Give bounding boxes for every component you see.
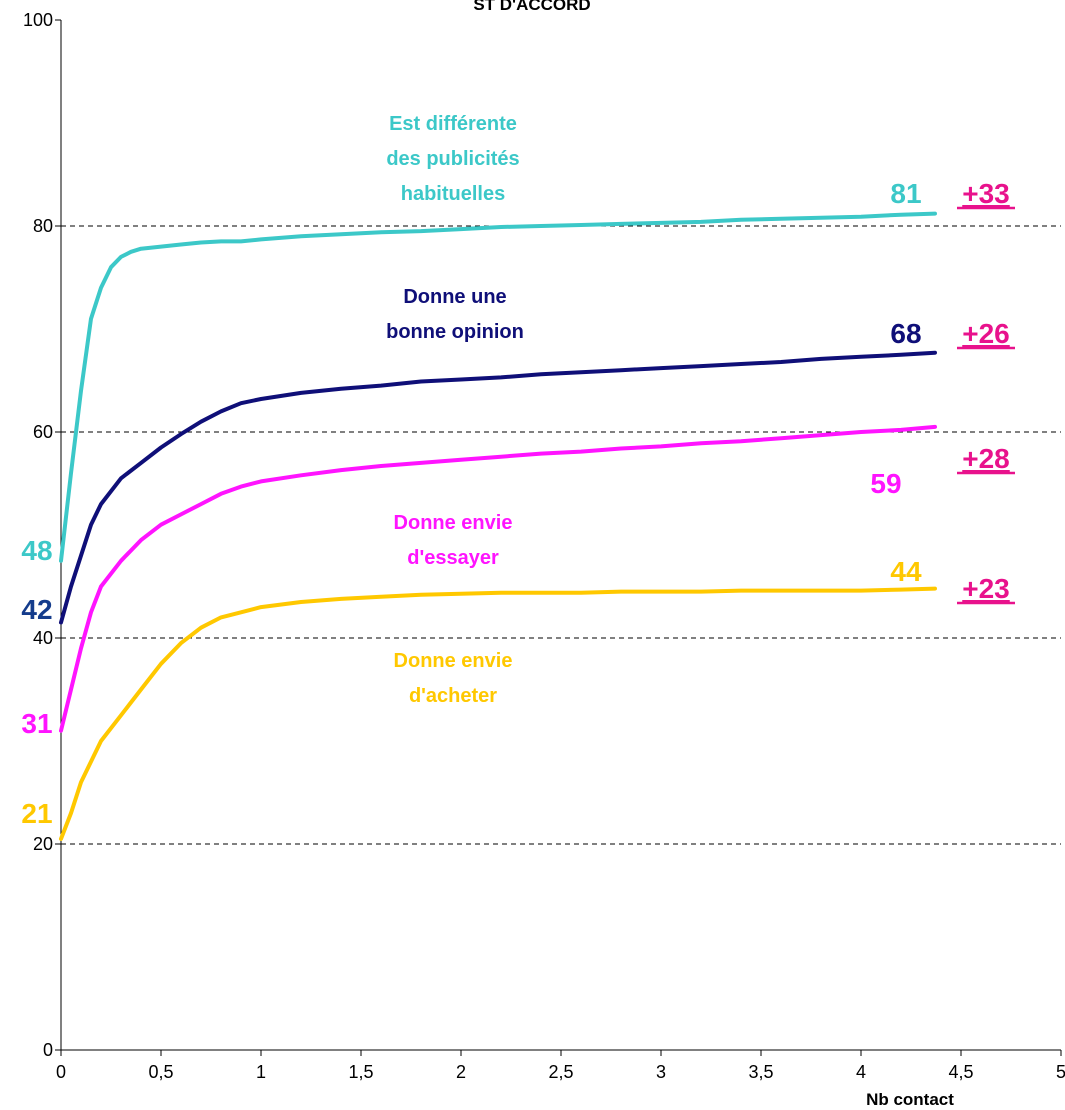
series-lines [59, 211, 937, 841]
series-label-line: Est différente [389, 113, 517, 135]
series-label-line: des publicités [386, 148, 519, 170]
delta-label: +26 [962, 318, 1010, 349]
y-tick-label: 20 [33, 834, 53, 854]
series-label-line: bonne opinion [386, 321, 524, 343]
x-tick-label: 4,5 [948, 1062, 973, 1082]
start-value-label: 48 [21, 535, 52, 566]
series-line-2 [59, 424, 937, 733]
series-line-3 [59, 586, 937, 841]
x-tick-label: 2,5 [548, 1062, 573, 1082]
end-value-label: 59 [870, 468, 901, 499]
end-value-label: 44 [890, 556, 922, 587]
x-tick-label: 4 [856, 1062, 866, 1082]
series-label-line: d'acheter [409, 685, 497, 707]
chart-title: ST D'ACCORD [473, 0, 590, 14]
x-tick-label: 3 [656, 1062, 666, 1082]
delta-label: +23 [962, 573, 1010, 604]
end-value-label: 68 [890, 318, 921, 349]
y-tick-label: 40 [33, 628, 53, 648]
y-tick-label: 60 [33, 422, 53, 442]
x-tick-label: 0 [56, 1062, 66, 1082]
y-tick-label: 100 [23, 10, 53, 30]
series-label-line: Donne une [403, 286, 506, 308]
delta-label: +28 [962, 443, 1010, 474]
y-tick-label: 80 [33, 216, 53, 236]
x-axis-label: Nb contact [866, 1090, 954, 1109]
y-tick-label: 0 [43, 1040, 53, 1060]
delta-label: +33 [962, 178, 1010, 209]
annotations: Est différente des publicités habituelles 4… [21, 113, 1015, 829]
series-line-0 [59, 211, 937, 563]
series-label-line: habituelles [401, 183, 505, 205]
x-tick-label: 0,5 [148, 1062, 173, 1082]
x-tick-label: 2 [456, 1062, 466, 1082]
series-label-line: Donne envie [394, 650, 513, 672]
x-tick-label: 5 [1056, 1062, 1065, 1082]
x-tick-label: 3,5 [748, 1062, 773, 1082]
start-value-label: 31 [21, 708, 52, 739]
series-label-line: d'essayer [407, 547, 499, 569]
series-label-line: Donne envie [394, 512, 513, 534]
end-value-label: 81 [890, 178, 921, 209]
x-tick-label: 1 [256, 1062, 266, 1082]
start-value-label: 42 [21, 594, 52, 625]
start-value-label: 21 [21, 798, 52, 829]
axes: 0 20 40 60 80 100 0 0,5 1 1,5 2 2,5 3 3,5 4 4,5 5 [23, 10, 1065, 1082]
series-line-1 [59, 350, 937, 625]
x-tick-label: 1,5 [348, 1062, 373, 1082]
